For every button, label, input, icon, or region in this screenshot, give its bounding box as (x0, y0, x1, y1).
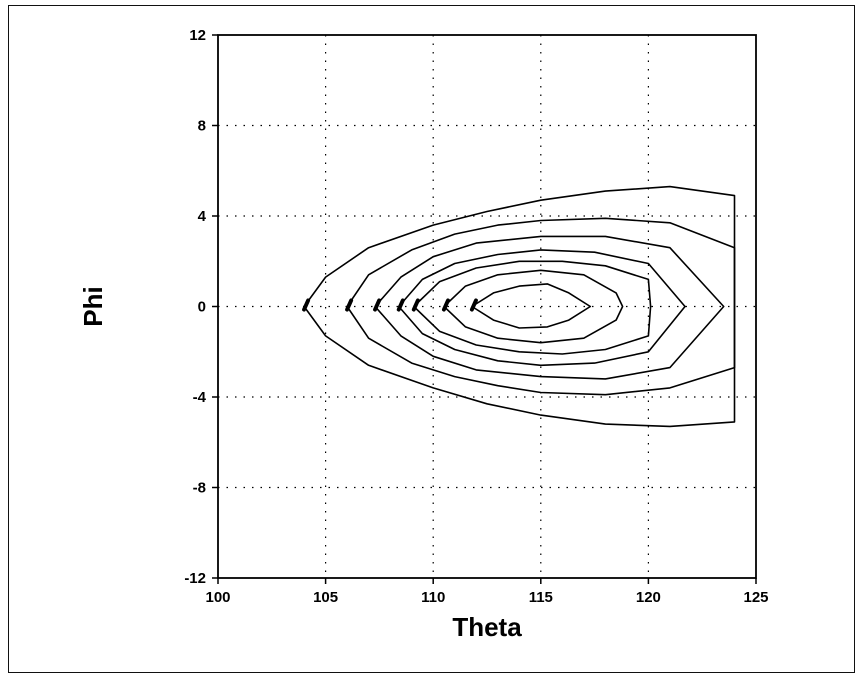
x-tick-label: 105 (313, 589, 338, 606)
tick-layer: 100 105 110 115 120 125 12 8 4 0 -4 -8 -12 (184, 27, 768, 606)
y-tick-label: 8 (198, 118, 206, 135)
contour-tip-mark (469, 298, 478, 312)
y-tick-label: 0 (198, 299, 206, 316)
contour-line-2 (346, 217, 736, 396)
contour-tip-mark (345, 298, 354, 312)
grid-layer (218, 35, 756, 578)
contour-tip-mark (441, 298, 450, 312)
x-tick-label: 115 (529, 589, 553, 606)
contour-layer (302, 185, 736, 428)
contour-line-6 (443, 269, 624, 344)
y-tick-label: 4 (198, 208, 207, 225)
x-tick-label: 100 (205, 589, 230, 606)
contour-line-3 (374, 235, 725, 380)
x-tick-label: 120 (636, 589, 661, 606)
contour-tip-mark (396, 298, 405, 312)
plot-area (217, 34, 757, 579)
contour-line-5 (413, 260, 652, 355)
y-axis-title: Phi (78, 286, 108, 326)
contour-line-4 (398, 249, 686, 367)
y-tick-label: -8 (193, 480, 206, 497)
x-axis-title: Theta (452, 612, 522, 642)
contour-line-7 (471, 283, 592, 329)
chart-frame (8, 5, 855, 673)
x-tick-label: 110 (421, 589, 445, 606)
contour-tip-mark (373, 298, 382, 312)
y-tick-label: -4 (193, 389, 207, 406)
y-tick-label: -12 (184, 570, 206, 587)
contour-tip-mark (411, 298, 420, 312)
contour-tip-mark (302, 298, 311, 312)
y-tick-label: 12 (189, 27, 206, 44)
x-tick-label: 125 (743, 589, 768, 606)
